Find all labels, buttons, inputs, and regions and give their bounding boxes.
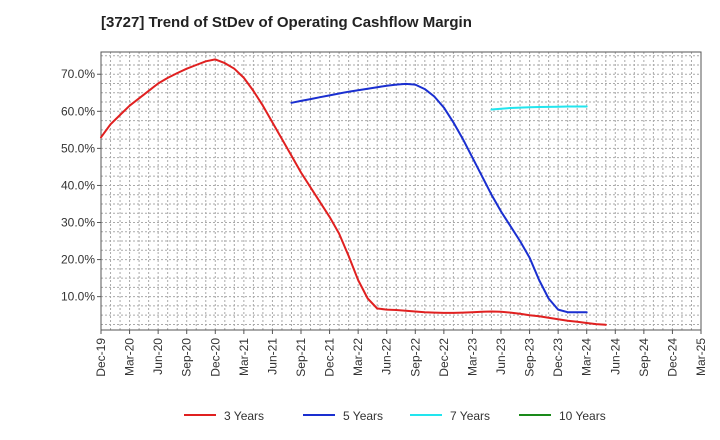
x-tick-label: Mar-24 — [580, 338, 594, 376]
y-tick-label: 60.0% — [61, 104, 95, 118]
series-line-7-years — [490, 105, 588, 111]
series-line-3-years — [100, 58, 607, 326]
plot-frame — [100, 51, 702, 331]
x-tick-label: Sep-21 — [294, 338, 308, 377]
x-tick-label: Mar-20 — [123, 338, 137, 376]
x-tick-label: Sep-20 — [180, 338, 194, 377]
series-layer — [100, 58, 607, 326]
x-tick-label: Sep-24 — [637, 338, 651, 377]
x-tick-label: Dec-24 — [665, 338, 679, 377]
x-tick-label: Dec-21 — [323, 338, 337, 377]
x-tick-label: Dec-23 — [551, 338, 565, 377]
legend-label: 10 Years — [559, 409, 606, 423]
x-tick-label: Mar-23 — [465, 338, 479, 376]
x-tick-label: Jun-20 — [151, 338, 165, 375]
legend: 3 Years 5 Years 7 Years 10 Years — [184, 409, 606, 423]
x-tick-label: Sep-23 — [523, 338, 537, 377]
chart-title: [3727] Trend of StDev of Operating Cashf… — [101, 14, 472, 31]
y-tick-label: 30.0% — [61, 216, 95, 230]
x-tick-label: Jun-24 — [608, 338, 622, 375]
x-tick-label: Dec-22 — [437, 338, 451, 377]
x-tick-label: Sep-22 — [408, 338, 422, 377]
y-axis-ticks: 10.0% 20.0% 30.0% 40.0% 50.0% 60.0% 70.0% — [61, 67, 101, 304]
y-tick-label: 70.0% — [61, 67, 95, 81]
legend-label: 5 Years — [343, 409, 383, 423]
y-tick-label: 40.0% — [61, 178, 95, 192]
x-tick-label: Mar-25 — [694, 338, 708, 376]
x-tick-label: Mar-22 — [351, 338, 365, 376]
y-tick-label: 20.0% — [61, 253, 95, 267]
legend-label: 3 Years — [224, 409, 264, 423]
legend-label: 7 Years — [450, 409, 490, 423]
y-tick-label: 50.0% — [61, 141, 95, 155]
grid-layer — [101, 52, 701, 330]
y-tick-label: 10.0% — [61, 290, 95, 304]
x-tick-label: Mar-21 — [237, 338, 251, 376]
x-tick-label: Dec-19 — [94, 338, 108, 377]
x-tick-label: Jun-22 — [380, 338, 394, 375]
x-tick-label: Jun-21 — [265, 338, 279, 375]
x-axis-ticks: Dec-19 Mar-20 Jun-20 Sep-20 Dec-20 Mar-21 Jun-… — [94, 330, 708, 377]
x-tick-label: Dec-20 — [208, 338, 222, 377]
series-line-5-years — [290, 82, 588, 314]
x-tick-label: Jun-23 — [494, 338, 508, 375]
